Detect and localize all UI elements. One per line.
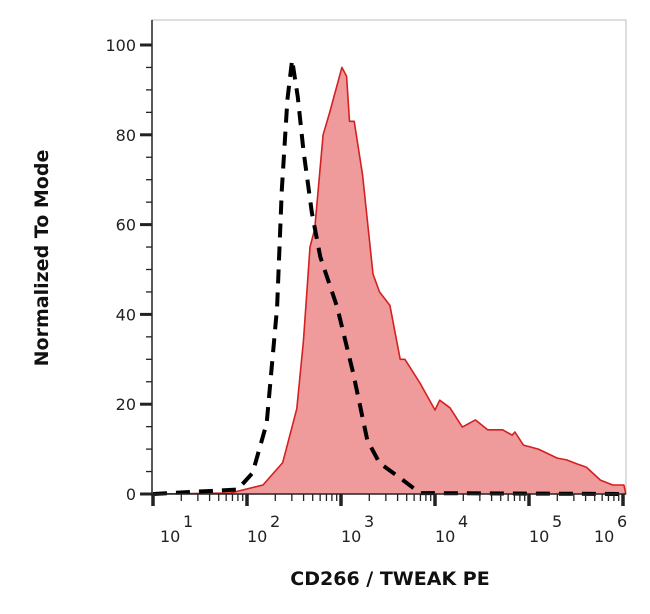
- x-tick-label-exponent: 5: [552, 512, 562, 531]
- x-tick-label-exponent: 2: [270, 512, 280, 531]
- plot-area: [151, 19, 627, 496]
- x-tick-label-exponent: 6: [617, 512, 627, 531]
- x-axis-title: CD266 / TWEAK PE: [290, 568, 489, 590]
- y-tick-label: 100: [105, 36, 136, 55]
- y-tick-label: 40: [116, 305, 136, 324]
- y-tick-label: 80: [116, 126, 136, 145]
- y-tick-label: 0: [126, 485, 136, 504]
- x-tick-label-exponent: 3: [364, 512, 374, 531]
- x-tick-label-exponent: 4: [458, 512, 468, 531]
- y-axis-title: Normalized To Mode: [31, 150, 53, 367]
- x-tick-label: 10: [529, 527, 549, 546]
- x-tick-label: 10: [435, 527, 455, 546]
- x-tick-label: 10: [341, 527, 361, 546]
- series-filled-outline: [152, 66, 627, 495]
- x-tick-label: 10: [594, 527, 614, 546]
- x-tick-label: 10: [247, 527, 267, 546]
- x-tick-label-exponent: 1: [183, 512, 193, 531]
- series-fill-area: [153, 67, 626, 495]
- y-tick-label: 60: [116, 216, 136, 235]
- y-tick-label: 20: [116, 395, 136, 414]
- x-tick-label: 10: [160, 527, 180, 546]
